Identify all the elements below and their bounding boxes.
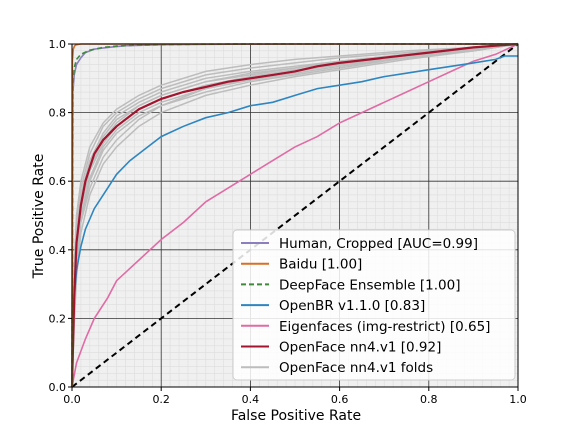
x-tick-label: 0.2 [152, 393, 170, 406]
fold-curve-7 [71, 43, 519, 388]
legend-label: Baidu [1.00] [279, 257, 362, 273]
chance-line [71, 43, 519, 388]
x-tick-label: 0.8 [420, 393, 438, 406]
y-tick-label: 0.6 [49, 175, 67, 188]
series-openface-nn4-v1-0-92 [70, 42, 519, 388]
y-axis-label: True Positive Rate [31, 154, 47, 280]
y-tick-label: 0.2 [49, 312, 67, 325]
legend-label: OpenFace nn4.v1 folds [279, 360, 433, 376]
legend-box [232, 229, 516, 381]
legend: Human, Cropped [AUC=0.99] Baidu [1.00] Dee… [232, 229, 516, 381]
y-axis: 0.0 0.2 0.4 0.6 0.8 1.0 [49, 38, 72, 394]
legend-label: Human, Cropped [AUC=0.99] [279, 236, 478, 252]
legend-label: DeepFace Ensemble [1.00] [279, 277, 460, 293]
y-tick-label: 0.0 [49, 381, 67, 394]
fold-curve-10 [71, 43, 519, 388]
series-openbr-v1-1-0-0-83 [71, 55, 518, 388]
x-tick-label: 1.0 [509, 393, 527, 406]
x-tick-label: 0.4 [242, 393, 260, 406]
y-tick-label: 0.4 [49, 244, 67, 257]
x-tick-label: 0.6 [331, 393, 349, 406]
x-axis-label: False Positive Rate [231, 408, 361, 424]
y-tick-label: 0.8 [49, 107, 67, 120]
legend-label: Eigenfaces (img-restrict) [0.65] [279, 319, 490, 335]
plot-area [70, 42, 519, 388]
y-tick-label: 1.0 [49, 38, 67, 51]
plot-frame [71, 43, 519, 388]
x-tick-label: 0.0 [63, 393, 81, 406]
fold-curve-3 [71, 43, 519, 388]
legend-label: OpenFace nn4.v1 [0.92] [279, 340, 441, 356]
legend-label: OpenBR v1.1.0 [0.83] [279, 298, 425, 314]
series-eigenfaces-img-restrict-0-65 [71, 43, 519, 388]
x-axis: 0.0 0.2 0.4 0.6 0.8 1.0 [63, 387, 527, 406]
